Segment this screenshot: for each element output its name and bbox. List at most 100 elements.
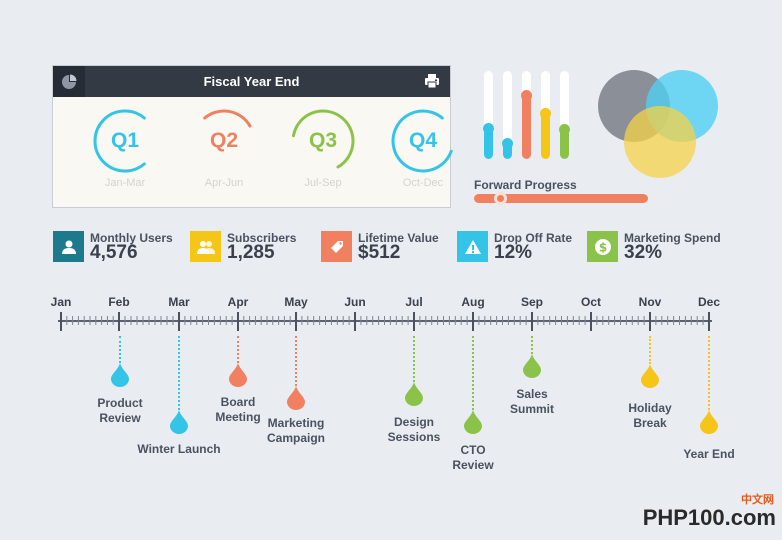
month-may: May [284,295,308,309]
event-label: Board Meeting [183,395,293,425]
logo-chinese: 中文网 [741,494,774,506]
quarter-label: Q1 [110,129,139,152]
quarter-range: Apr-Jun [204,177,244,189]
stat-label: Marketing Spend [624,231,721,245]
event-marker[interactable] [287,386,305,410]
event-label-line: CTO [460,443,486,457]
event-marker[interactable] [170,410,188,434]
stat-label: Drop Off Rate [494,231,572,245]
event-marker[interactable] [464,410,482,434]
quarter-label: Q3 [308,129,337,152]
eq-slider-1[interactable] [483,71,494,159]
eq-handle[interactable] [540,108,551,119]
quarter-1[interactable]: Q1 Jan-Mar [75,109,175,189]
eq-slider-5[interactable] [559,71,570,159]
event-label: Winter Launch [124,442,234,457]
stat-drop-off-rate: Drop Off Rate 12% [457,231,597,265]
event-label-line: Sales [516,387,548,401]
eq-handle[interactable] [483,123,494,134]
quarter-list: Q1 Jan-Mar Q2 Apr-Jun Q3 Jul-Sep Q4 Oct-Dec [53,97,453,207]
event-label-line: Product [97,396,143,410]
month-jul: Jul [405,295,423,309]
progress-track[interactable] [474,194,648,203]
stat-value: 1,285 [227,242,275,263]
venn-circle-yellow [624,106,696,178]
event-connector [531,336,533,354]
printer-icon[interactable] [424,73,440,94]
month-apr: Apr [227,295,249,309]
eq-handle[interactable] [521,90,532,101]
quarter-ring [203,109,252,128]
eq-handle[interactable] [559,124,570,135]
eq-fill [560,129,569,159]
event-marker[interactable] [523,354,541,378]
quarter-ring [291,109,355,169]
event-marker[interactable] [641,364,659,388]
event-marker[interactable] [229,363,247,387]
stat-label: Lifetime Value [358,231,439,245]
event-connector [649,336,651,364]
pie-chart-icon[interactable] [53,66,85,97]
dollar-icon: $ [587,231,618,262]
event-label: CTO Review [418,443,528,473]
event-label-line: Summit [509,402,554,416]
eq-slider-3[interactable] [521,71,532,159]
month-nov: Nov [638,295,662,309]
event-label-line: Sessions [387,430,441,444]
quarter-2[interactable]: Q2 Apr-Jun [174,109,274,189]
quarter-4[interactable]: Q4 Oct-Dec [373,109,473,189]
month-feb: Feb [108,295,130,309]
eq-slider-2[interactable] [502,71,513,159]
stat-subscribers: Subscribers 1,285 [190,231,330,265]
stat-value: 12% [494,242,533,263]
quarter-range: Jul-Sep [304,177,342,189]
logo-suffix: .com [724,505,776,530]
month-jan: Jan [50,295,72,309]
user-icon [53,231,84,262]
site-logo: 中文网 PHP100.com [643,494,776,531]
month-mar: Mar [168,295,190,309]
month-aug: Aug [461,295,485,309]
event-connector [237,336,239,363]
svg-text:$: $ [598,240,606,254]
quarter-label: Q4 [408,129,437,152]
event-label-line: Campaign [266,431,325,445]
event-label: Holiday Break [595,401,705,431]
panel-title: Fiscal Year End [203,74,300,89]
month-oct: Oct [580,295,601,309]
event-label-line: Review [452,458,494,472]
event-connector [413,336,415,382]
event-connector [119,336,121,363]
stat-label: Monthly Users [90,231,173,245]
event-label-line: Holiday [628,401,672,415]
quarter-range: Oct-Dec [402,177,444,189]
fiscal-panel: Fiscal Year End Q1 Jan-Mar Q2 Apr-Jun Q3 Jul-… [52,65,453,208]
stat-monthly-users: Monthly Users 4,576 [53,231,193,265]
tag-icon [321,231,352,262]
quarter-label: Q2 [209,129,238,152]
quarter-ring [93,109,146,173]
eq-fill [503,143,512,159]
stat-value: $512 [358,242,401,263]
event-connector [295,336,297,386]
eq-fill [484,128,493,159]
event-marker[interactable] [111,363,129,387]
quarter-3[interactable]: Q3 Jul-Sep [273,109,373,189]
warning-icon [457,231,488,262]
eq-slider-4[interactable] [540,71,551,159]
event-label-line: Board [220,395,256,409]
event-marker[interactable] [405,382,423,406]
event-connector [178,336,180,410]
eq-handle[interactable] [502,138,513,149]
event-marker[interactable] [700,410,718,434]
progress-handle[interactable] [494,192,507,205]
venn-diagram [598,70,718,178]
event-label-line: Year End [683,447,735,461]
event-label: Product Review [65,396,175,426]
progress-label: Forward Progress [474,178,577,192]
group-icon [190,231,221,262]
panel-header: Fiscal Year End [53,66,450,97]
eq-fill [522,95,531,159]
eq-fill [541,113,550,159]
event-label-line: Break [633,416,667,430]
